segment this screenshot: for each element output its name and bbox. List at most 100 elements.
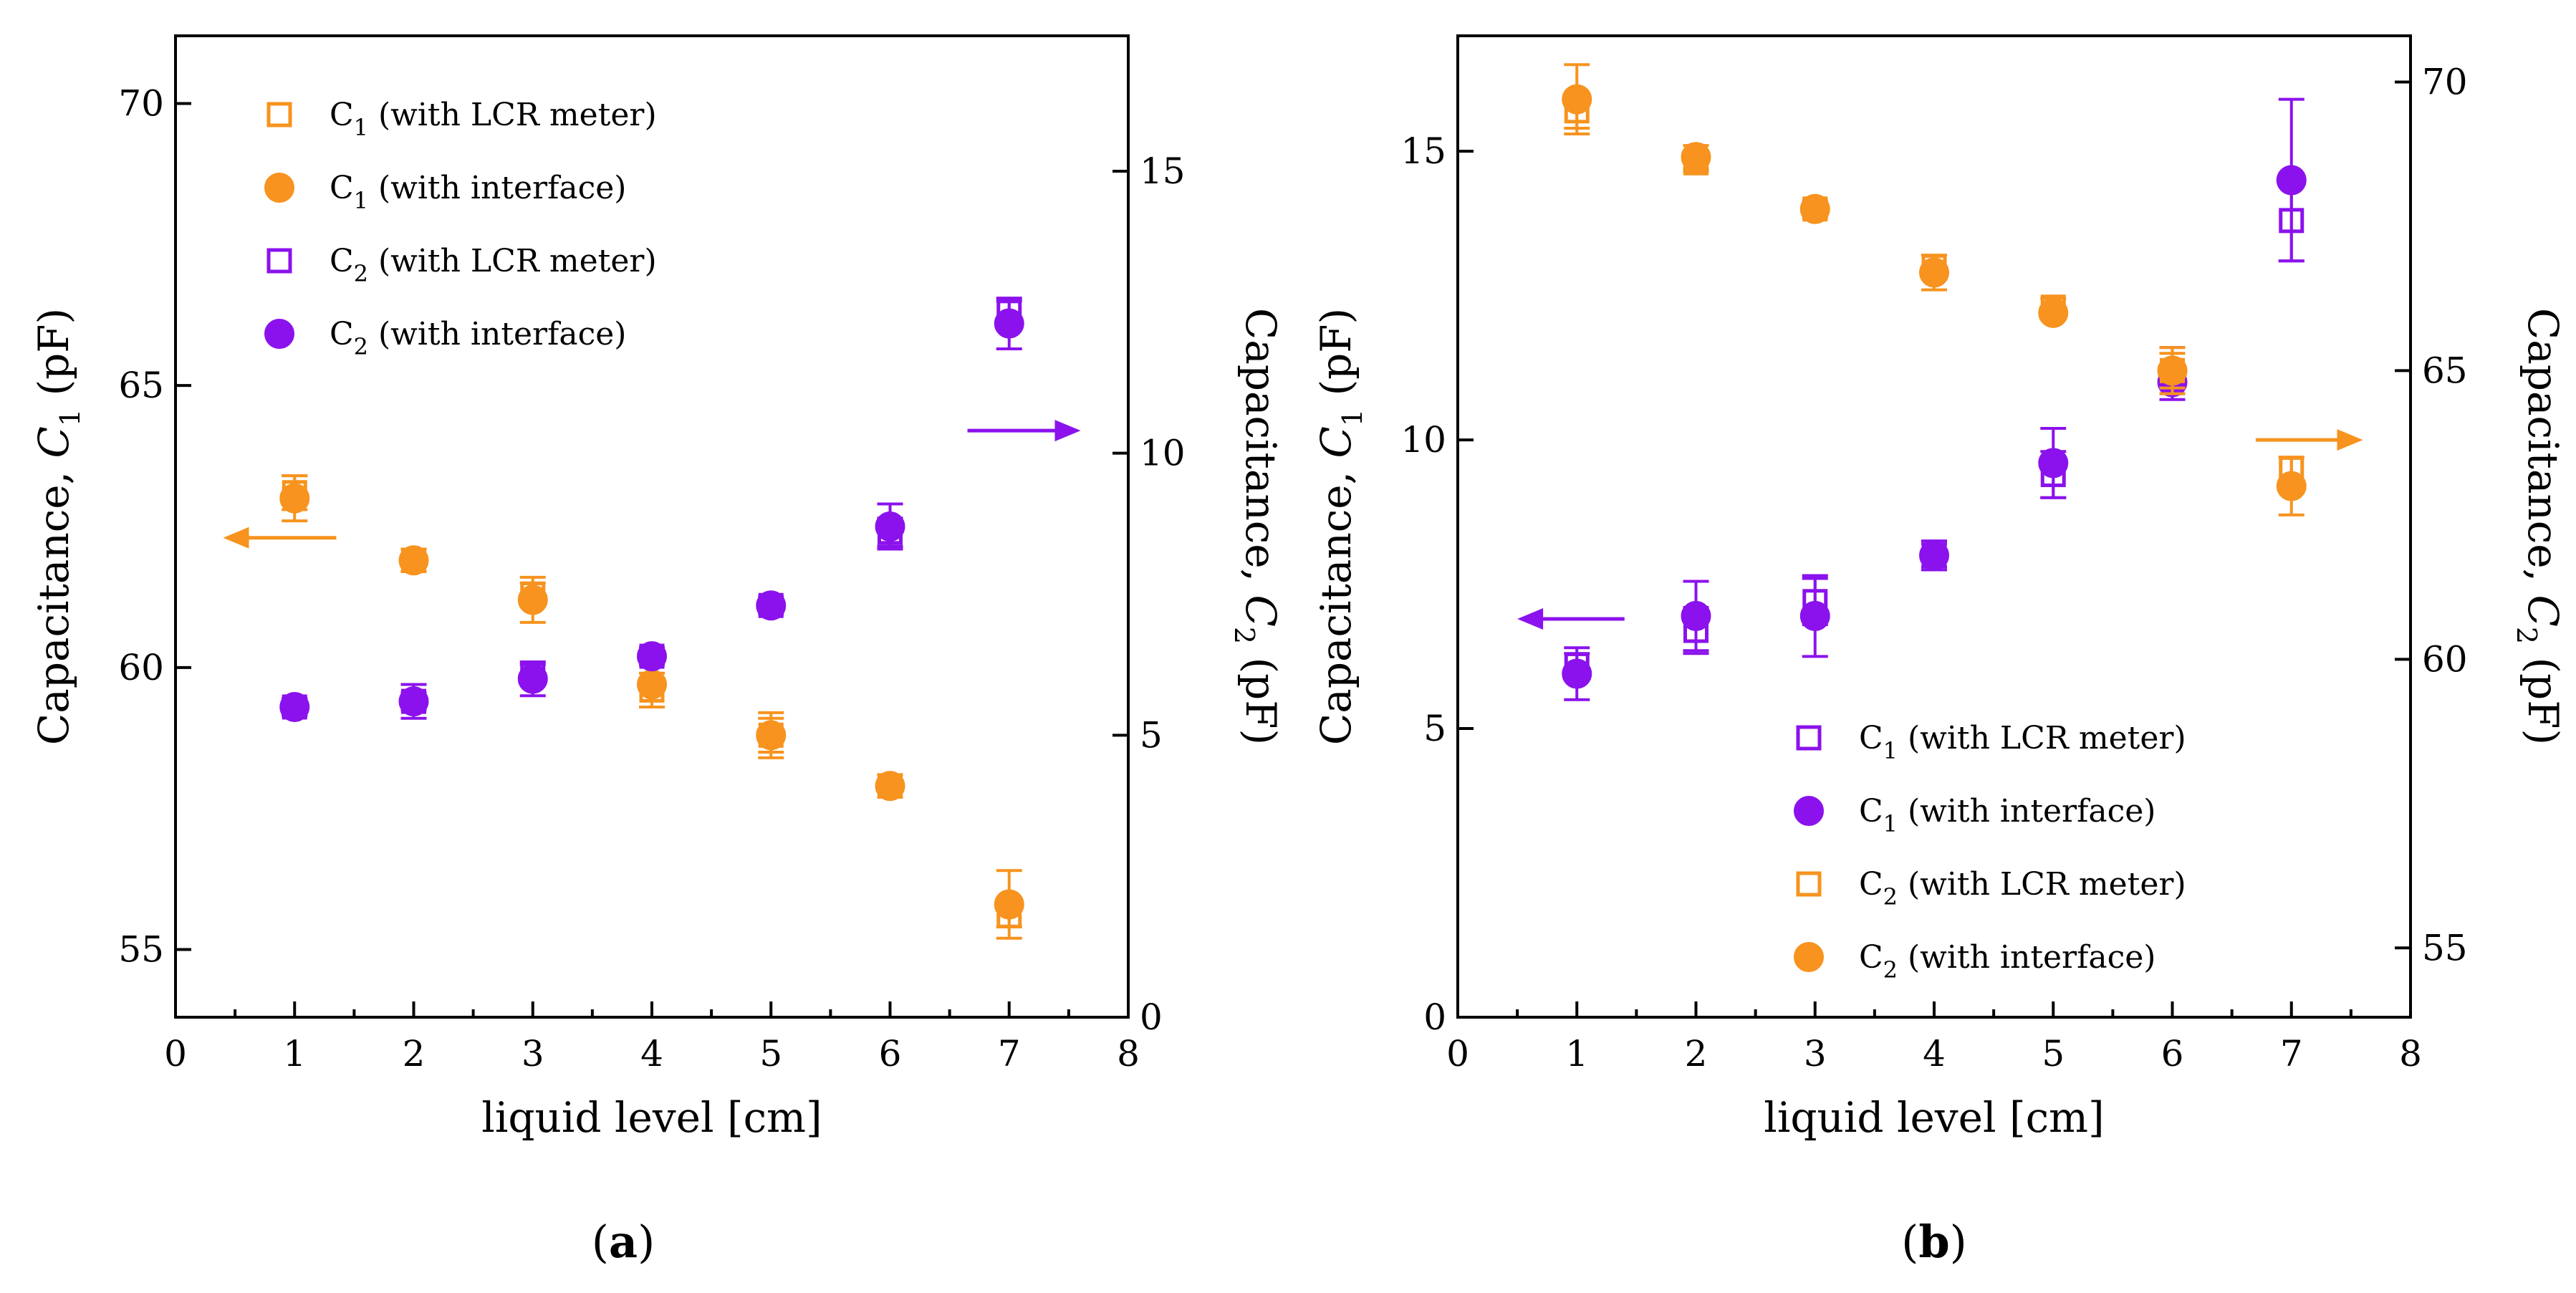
y-right-axis-label-sub: 2 [1229,627,1260,644]
y-right-tick-label: 15 [1140,150,1186,192]
y-right-tick-label: 55 [2422,927,2468,968]
legend: C1 (with LCR meter)C1 (with interface)C2… [1794,720,2186,984]
legend-marker [1794,942,1824,972]
data-point [875,511,905,542]
data-point [1799,193,1830,224]
legend-label: C2 (with LCR meter) [1859,866,2186,910]
legend-marker [266,248,292,274]
legend-label-sub: 1 [1883,810,1898,837]
data-point [2038,448,2069,479]
y-right-tick-label: 60 [2422,638,2468,680]
plot-frame [174,34,1130,1019]
y-right-tick-label: 5 [1140,714,1163,756]
legend-label-rest: (with interface) [368,170,626,206]
data-point [1562,658,1592,689]
y-right-axis-label: Capacitance, C2 (pF) [1229,308,1285,745]
y-right-axis-label-sub: 2 [2511,627,2542,644]
legend-label-rest: (with interface) [368,316,626,352]
legend-label: C2 (with interface) [1859,939,2156,984]
legend-label-main: C [1859,939,1883,976]
legend-label-main: C [1859,866,1883,903]
x-tick-label: 8 [2399,1033,2422,1075]
y-left-axis-label-var: C [1312,426,1360,458]
series-3 [279,297,1024,722]
legend-marker [1794,796,1824,826]
y-right-axis-label-main: Capacitance, [2519,308,2567,595]
y-left-axis-label: Capacitance, C1 (pF) [29,308,86,745]
x-tick-label: 7 [998,1033,1021,1075]
y-right-tick-label: 65 [2422,350,2468,391]
panel-a-caption: (a) [592,1216,655,1268]
y-left-axis-label-sub: 1 [54,409,86,426]
x-tick-label: 5 [2042,1033,2065,1075]
x-axis-label: liquid level [cm] [481,1093,822,1142]
y-right-axis-label-var: C [1236,595,1285,626]
y-left-tick-label: 5 [1423,708,1446,749]
data-point [398,686,429,717]
data-point [756,720,787,751]
legend-label-main: C [330,243,354,279]
data-point [1919,540,1949,571]
panel-b-caption: (b) [1901,1216,1967,1268]
data-point [2038,297,2069,328]
x-tick-label: 4 [1923,1033,1946,1075]
axis-arrow-head [1054,420,1081,442]
legend-label-sub: 2 [354,260,368,287]
x-tick-label: 2 [1685,1033,1708,1075]
y-right-tick-label: 10 [1140,433,1186,474]
data-point [1681,142,1711,173]
y-right-tick-label: 0 [1140,996,1163,1038]
data-point [279,691,310,722]
x-tick-label: 4 [640,1033,663,1075]
data-point [756,590,787,621]
y-left-tick-label: 70 [118,82,164,124]
y-left-axis-label-main: Capacitance, [1312,458,1360,746]
x-tick-label: 0 [1446,1033,1469,1075]
data-point [2276,471,2307,501]
legend-label: C2 (with interface) [330,316,626,360]
y-left-axis-label-unit: (pF) [29,308,78,409]
data-point [2157,355,2188,386]
x-tick-label: 6 [2161,1033,2184,1075]
legend-marker [1796,871,1822,897]
legend-label-rest: (with LCR meter) [1898,866,2186,903]
x-tick-label: 1 [283,1033,306,1075]
y-left-axis-label: Capacitance, C1 (pF) [1312,308,1368,745]
data-point [1681,600,1711,631]
data-point [1919,257,1949,288]
data-point [1562,84,1592,115]
y-left-tick-label: 60 [118,647,164,688]
data-point [517,663,548,694]
panel-a: 0 1 2 3 4 5 6 7 8 55 60 65 70 0 5 10 15 liquid level [cm]… [29,34,1285,1142]
y-left-axis-label-unit: (pF) [1312,308,1360,409]
legend-label-main: C [1859,793,1883,830]
x-tick-label: 6 [879,1033,902,1075]
legend-marker [1796,725,1822,751]
y-right-axis-label-unit: (pF) [1236,644,1285,745]
x-tick-label: 1 [1565,1033,1588,1075]
axis-arrow-head [223,527,249,549]
data-point [994,308,1024,339]
x-tick-label: 5 [759,1033,782,1075]
y-left-tick-label: 15 [1400,130,1446,172]
y-left-axis-label-var: C [29,426,78,458]
legend-label-rest: (with interface) [1898,939,2156,976]
panel-b: 0 1 2 3 4 5 6 7 8 0 5 10 15 55 60 65 70 liquid level [cm]… [1312,34,2567,1142]
data-point [2276,165,2307,196]
legend-marker [264,319,294,349]
legend-label: C1 (with LCR meter) [330,97,657,141]
y-right-axis-label: Capacitance, C2 (pF) [2511,308,2567,745]
legend-label-main: C [330,97,354,133]
legend-label-rest: (with LCR meter) [368,97,657,133]
y-left-tick-label: 65 [118,365,164,406]
y-right-tick-label: 70 [2422,61,2468,102]
axis-arrow-head [1517,607,1544,630]
legend-label-sub: 1 [354,114,368,141]
legend-label-main: C [1859,720,1883,756]
panel-b-letter: b [1918,1216,1949,1268]
legend-label: C2 (with LCR meter) [330,243,657,287]
x-tick-label: 2 [403,1033,426,1075]
legend-label: C1 (with interface) [1859,793,2156,837]
legend-label-sub: 2 [354,333,368,360]
